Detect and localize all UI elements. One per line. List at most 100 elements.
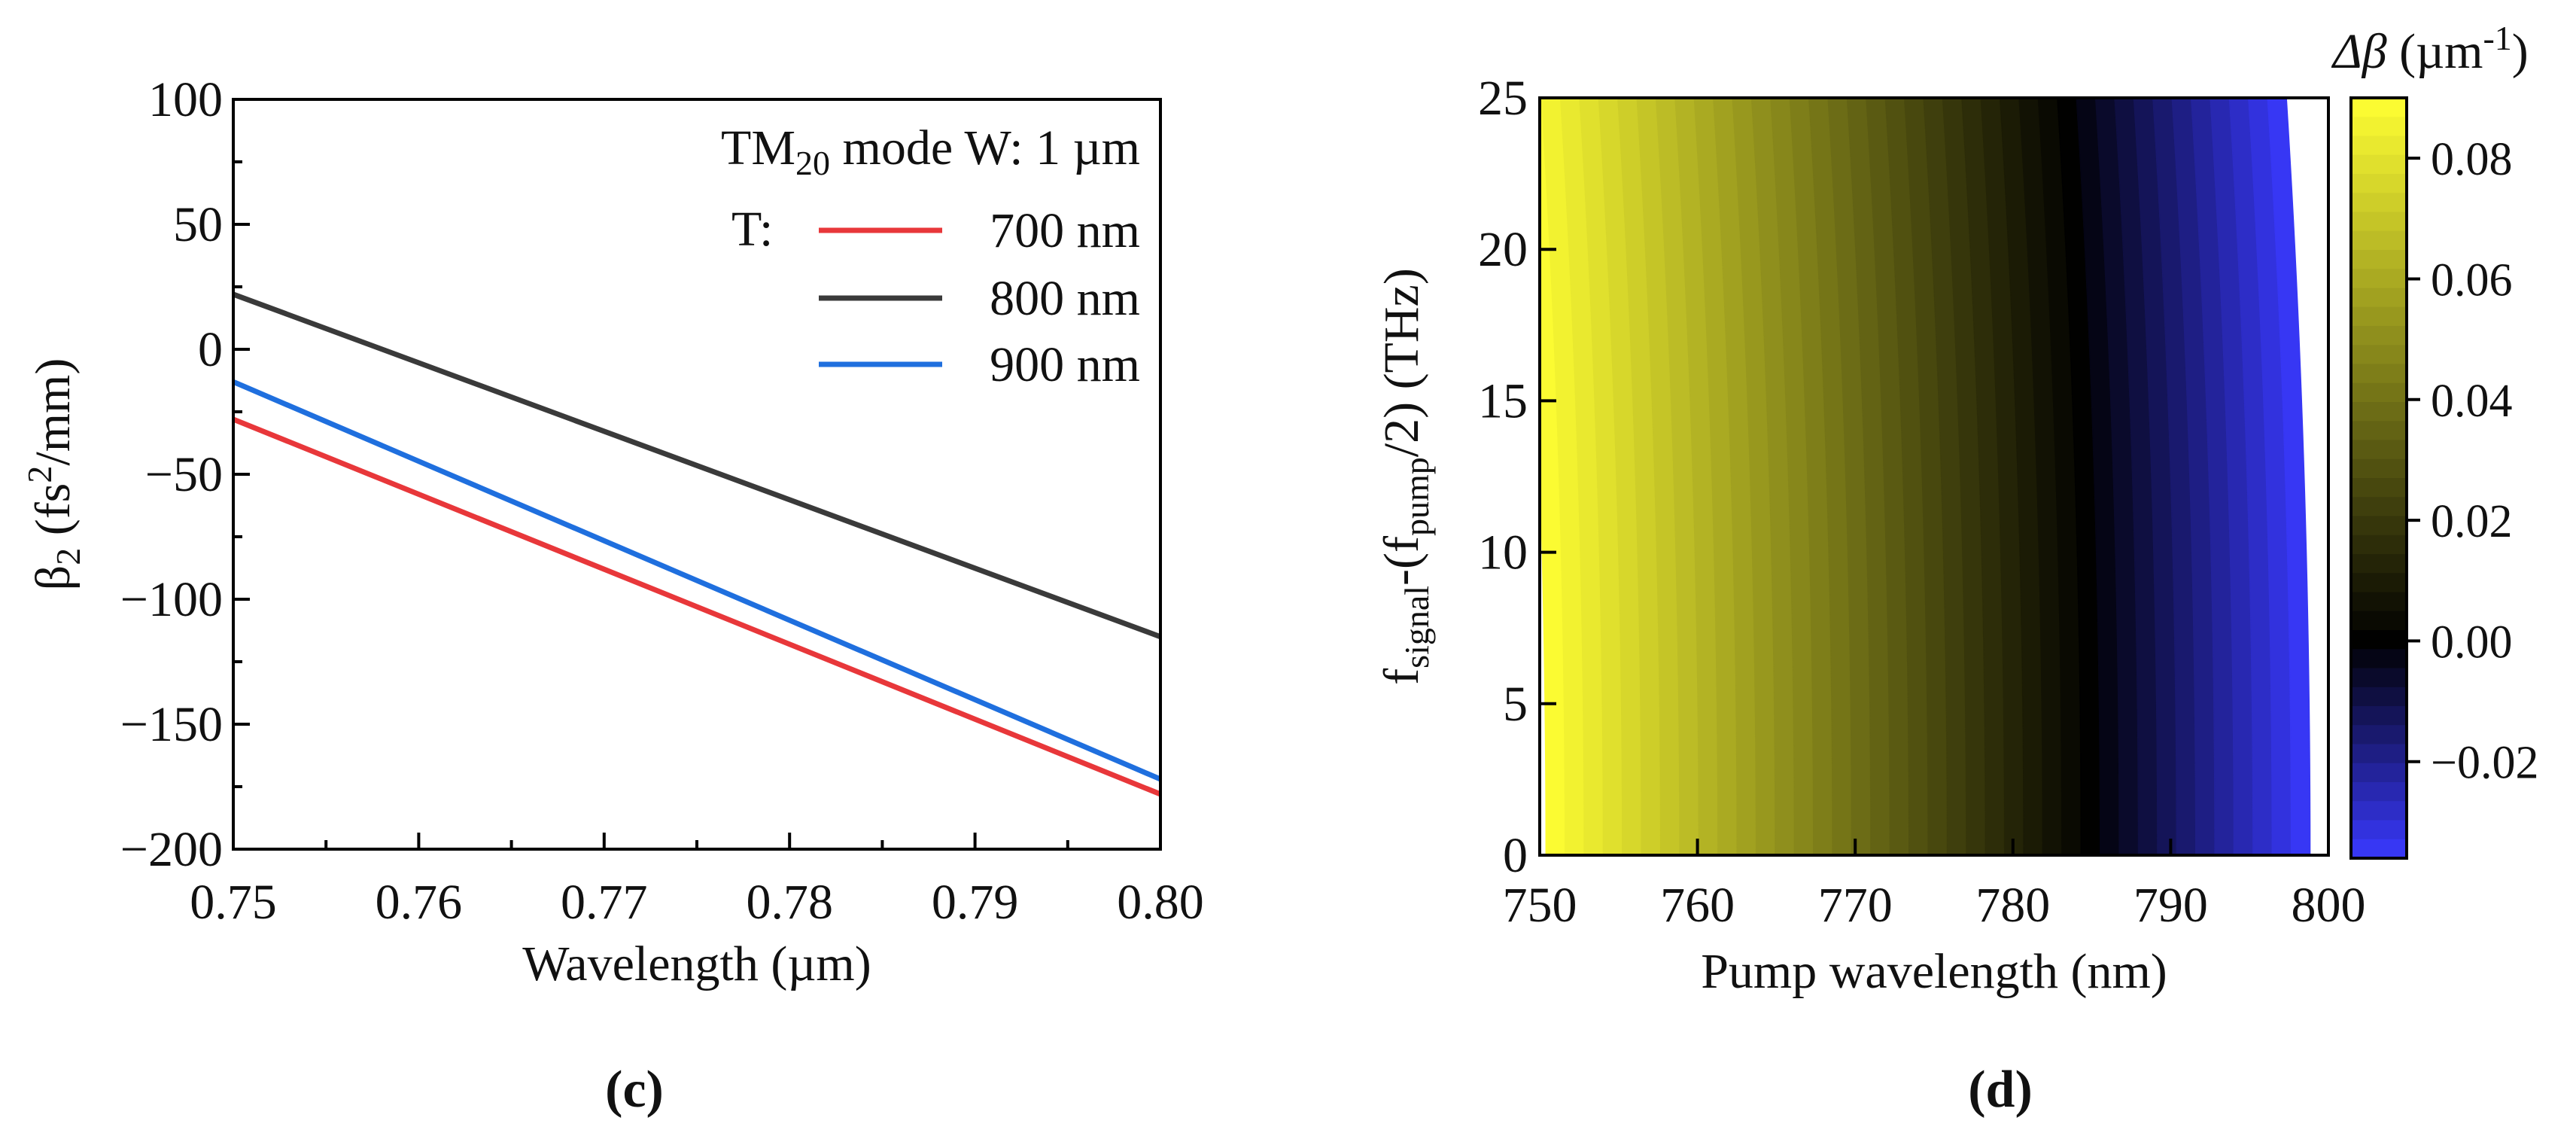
colorbar-level — [2351, 326, 2407, 346]
y-tick-label: −200 — [120, 822, 223, 877]
colorbar-level — [2351, 820, 2407, 840]
colorbar-level — [2351, 440, 2407, 460]
colorbar-level — [2351, 497, 2407, 517]
y-tick-label: 50 — [173, 197, 223, 252]
colorbar-ticks: −0.02 0.00 0.02 0.04 0.06 0.08 — [2407, 134, 2538, 789]
legend-title: TM20 mode W: 1 µm — [721, 120, 1140, 182]
y-axis-ticks: −200 −150 −100 −50 0 50 100 — [120, 72, 250, 877]
colorbar-level — [2351, 478, 2407, 498]
x-tick-label: 0.80 — [1117, 875, 1204, 930]
colorbar-level — [2351, 592, 2407, 612]
x-tick-label: 800 — [2292, 878, 2366, 933]
colorbar-level — [2351, 421, 2407, 441]
colorbar-level — [2351, 630, 2407, 650]
x-tick-label: 790 — [2133, 878, 2208, 933]
colorbar-level — [2351, 382, 2407, 403]
y-tick-label: 20 — [1478, 222, 1528, 277]
legend-label: 800 nm — [990, 271, 1140, 326]
panel-label-c: (c) — [605, 1061, 664, 1119]
line-chart-panel: 0.75 0.76 0.77 0.78 0.79 0.80 −200 −150 −100 −50… — [20, 72, 1204, 1119]
colorbar-title: Δβ (µm-1) — [2331, 19, 2529, 79]
series-line-700-nm — [233, 416, 1160, 797]
y-tick-label: 100 — [148, 72, 223, 127]
colorbar-level — [2351, 154, 2407, 175]
x-axis-label: Pump wavelength (nm) — [1701, 944, 2167, 999]
colorbar-level — [2351, 649, 2407, 669]
y-tick-label: 0 — [198, 322, 223, 377]
colorbar-level — [2351, 706, 2407, 726]
colorbar-level — [2351, 250, 2407, 270]
legend-label: 900 nm — [990, 337, 1140, 392]
x-tick-label: 0.79 — [932, 875, 1019, 930]
series-line-800-nm — [233, 291, 1160, 640]
y-tick-label: 25 — [1478, 71, 1528, 126]
colorbar-tick-label: 0.04 — [2431, 376, 2513, 427]
y-tick-label: −50 — [145, 447, 223, 502]
y-tick-label: −150 — [120, 697, 223, 752]
colorbar-level — [2351, 345, 2407, 365]
colorbar-level — [2351, 554, 2407, 574]
y-tick-label: 0 — [1503, 828, 1528, 883]
y-axis-label: fsignal-(fpump/2) (THz) — [1374, 268, 1436, 685]
colorbar-level — [2351, 174, 2407, 193]
colorbar-level — [2351, 364, 2407, 384]
legend-prefix: T: — [731, 202, 773, 257]
x-axis-label: Wavelength (µm) — [522, 936, 871, 991]
colorbar-level — [2351, 306, 2407, 327]
colorbar-level — [2351, 839, 2407, 859]
colorbar-level — [2351, 534, 2407, 555]
x-tick-label: 760 — [1660, 878, 1735, 933]
colorbar-level — [2351, 516, 2407, 536]
colorbar-level — [2351, 458, 2407, 479]
y-tick-label: 10 — [1478, 525, 1528, 580]
y-axis-label: β2 (fs2/mm) — [20, 358, 87, 591]
series-line-900-nm — [233, 379, 1160, 782]
colorbar-level — [2351, 801, 2407, 821]
y-tick-label: −100 — [120, 572, 223, 627]
colorbar-tick-label: −0.02 — [2431, 738, 2538, 789]
colorbar-frame — [2349, 96, 2408, 860]
colorbar-level — [2351, 402, 2407, 422]
x-tick-label: 0.77 — [561, 875, 648, 930]
colorbar-level — [2351, 269, 2407, 289]
colorbar-level — [2351, 668, 2407, 688]
colorbar-level — [2351, 725, 2407, 745]
y-axis-ticks: 0 5 10 15 20 25 — [1478, 71, 1556, 883]
x-tick-label: 780 — [1975, 878, 2050, 933]
colorbar-level — [2351, 573, 2407, 593]
plot-frame — [1538, 96, 2330, 857]
legend-label: 700 nm — [990, 203, 1140, 258]
y-tick-label: 5 — [1503, 677, 1528, 732]
colorbar-tick-label: 0.02 — [2431, 496, 2513, 547]
colorbar — [2351, 98, 2407, 859]
panel-label-d: (d) — [1968, 1061, 2033, 1119]
colorbar-level — [2351, 136, 2407, 156]
colorbar-level — [2351, 212, 2407, 232]
x-tick-label: 750 — [1503, 878, 1577, 933]
colorbar-level — [2351, 117, 2407, 137]
x-tick-label: 770 — [1818, 878, 1893, 933]
colorbar-tick-label: 0.00 — [2431, 617, 2513, 668]
colorbar-tick-label: 0.06 — [2431, 254, 2513, 306]
heatmap-panel: 750 760 770 780 790 800 0 5 10 15 20 25 Pump wavel… — [1374, 19, 2538, 1119]
colorbar-level — [2351, 193, 2407, 213]
colorbar-tick-label: 0.08 — [2431, 134, 2513, 185]
colorbar-level — [2351, 782, 2407, 802]
heatmap-bands — [1539, 97, 2311, 856]
colorbar-level — [2351, 288, 2407, 308]
colorbar-level — [2351, 744, 2407, 764]
colorbar-level — [2351, 763, 2407, 783]
x-axis-ticks: 0.75 0.76 0.77 0.78 0.79 0.80 — [190, 833, 1204, 930]
y-tick-label: 15 — [1478, 373, 1528, 428]
x-tick-label: 0.76 — [376, 875, 463, 930]
x-axis-ticks: 750 760 770 780 790 800 — [1503, 839, 2366, 933]
colorbar-level — [2351, 230, 2407, 251]
colorbar-level — [2351, 98, 2407, 117]
colorbar-level — [2351, 687, 2407, 707]
colorbar-level — [2351, 611, 2407, 631]
x-tick-label: 0.78 — [746, 875, 833, 930]
x-tick-label: 0.75 — [190, 875, 277, 930]
legend: TM20 mode W: 1 µm T: 700 nm 800 nm 900 nm — [721, 120, 1140, 392]
line-series-group — [233, 291, 1160, 797]
